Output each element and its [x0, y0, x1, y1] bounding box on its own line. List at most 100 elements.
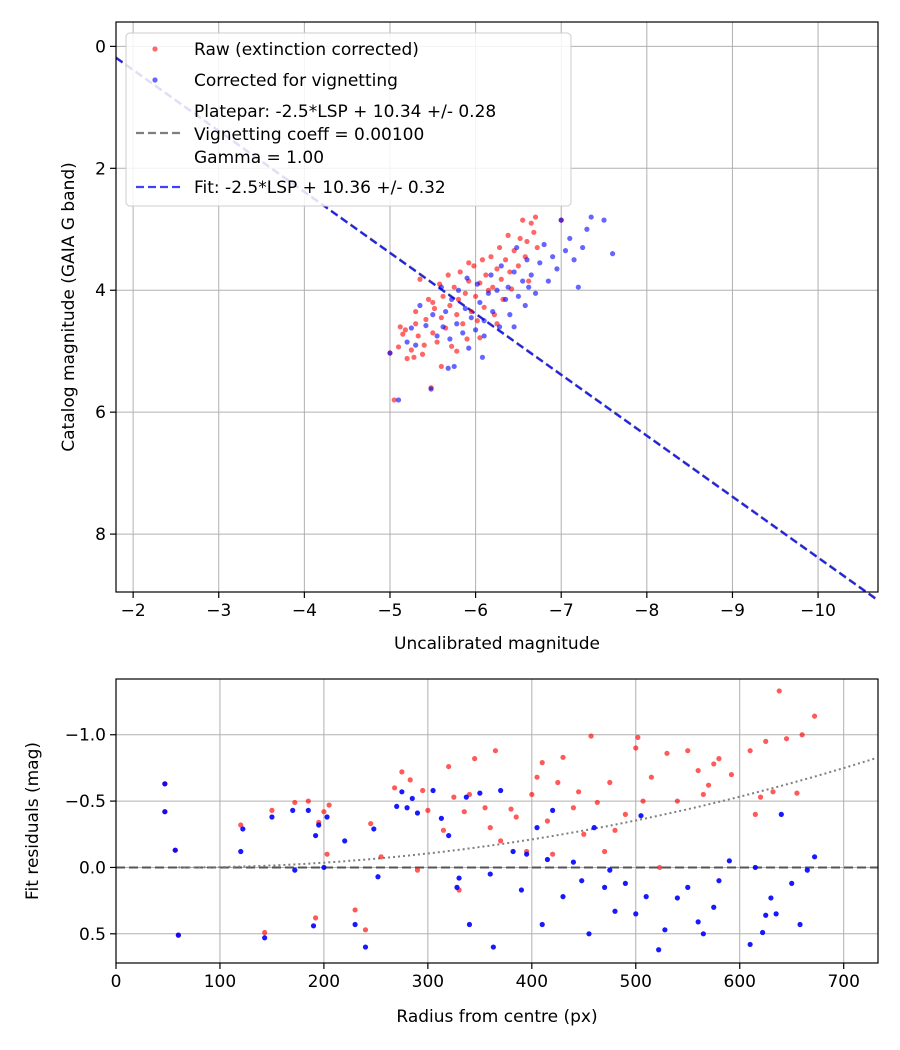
- raw-point: [415, 333, 421, 339]
- corrected-point: [462, 305, 468, 312]
- raw-point: [434, 339, 440, 345]
- corrected-residual-point: [324, 814, 330, 820]
- corrected-residual-point: [172, 847, 178, 853]
- bottom-scatter-points: [162, 688, 818, 953]
- corrected-residual-point: [778, 811, 784, 817]
- corrected-point: [511, 324, 517, 330]
- bottom-ticks: 0 100 200 300 400 500 600 700 0.5 0.0 −0.5 −1.0: [65, 726, 860, 992]
- corrected-residual-point: [612, 908, 618, 914]
- raw-residual-point: [378, 854, 384, 860]
- raw-residual-point: [752, 811, 758, 817]
- raw-residual-point: [674, 798, 680, 804]
- top-scatter-plot: −2 −3 −4 −5 −6 −7 −8 −9 −10 0 2 4 6 8 Uncalibrated ma…: [59, 21, 879, 654]
- corrected-point: [445, 365, 451, 371]
- raw-point: [466, 260, 472, 266]
- x-tick-label: 100: [204, 972, 236, 992]
- raw-point: [455, 296, 462, 302]
- raw-residual-point: [414, 867, 421, 873]
- raw-point: [505, 232, 511, 238]
- corrected-point: [522, 302, 528, 309]
- corrected-point: [584, 226, 590, 232]
- raw-residual-point: [657, 864, 663, 871]
- x-tick-label: −5: [377, 601, 402, 621]
- corrected-residual-point: [591, 825, 597, 831]
- legend-fit-label: Fit: -2.5*LSP + 10.36 +/- 0.32: [194, 178, 446, 198]
- corrected-residual-point: [238, 848, 244, 855]
- corrected-residual-point: [804, 867, 810, 873]
- corrected-point: [477, 299, 483, 306]
- corrected-residual-point: [404, 805, 410, 811]
- x-tick-label: −7: [549, 601, 574, 621]
- raw-residual-point: [622, 811, 628, 817]
- raw-point: [472, 293, 479, 299]
- corrected-residual-point: [685, 884, 691, 890]
- raw-point: [431, 305, 438, 312]
- corrected-point: [537, 260, 543, 266]
- raw-point: [445, 272, 451, 278]
- corrected-residual-point: [240, 826, 246, 832]
- corrected-residual-point: [586, 931, 592, 937]
- corrected-point: [413, 342, 419, 348]
- y-tick-label: 0: [95, 37, 106, 57]
- raw-residual-point: [705, 782, 712, 788]
- corrected-residual-point: [789, 880, 795, 886]
- corrected-residual-point: [466, 921, 473, 928]
- raw-residual-point: [262, 929, 268, 936]
- raw-point: [421, 342, 427, 348]
- raw-residual-point: [238, 822, 244, 828]
- corrected-point: [571, 257, 577, 263]
- raw-residual-point: [269, 807, 275, 813]
- raw-residual-point: [747, 748, 753, 754]
- raw-point: [438, 315, 444, 321]
- corrected-point: [524, 257, 530, 263]
- corrected-residual-point: [430, 787, 436, 794]
- raw-residual-point: [321, 809, 327, 815]
- corrected-residual-point: [316, 822, 322, 828]
- top-x-axis-label: Uncalibrated magnitude: [394, 634, 600, 654]
- corrected-point: [404, 339, 410, 345]
- raw-residual-point: [776, 688, 782, 694]
- raw-point: [408, 347, 414, 353]
- raw-residual-point: [601, 848, 608, 855]
- corrected-residual-point: [726, 858, 732, 864]
- raw-point: [462, 290, 468, 296]
- corrected-point: [472, 327, 479, 333]
- raw-residual-point: [487, 825, 493, 831]
- raw-point: [490, 284, 496, 290]
- raw-point: [496, 244, 503, 251]
- corrected-point: [488, 272, 494, 278]
- corrected-residual-point: [409, 795, 415, 802]
- corrected-point: [580, 244, 586, 251]
- raw-point: [534, 244, 540, 251]
- corrected-residual-point: [747, 941, 753, 948]
- raw-point: [419, 351, 426, 357]
- raw-residual-point: [695, 767, 701, 774]
- corrected-residual-point: [342, 838, 348, 844]
- corrected-residual-point: [490, 944, 496, 950]
- corrected-residual-point: [763, 912, 769, 918]
- corrected-residual-point: [716, 878, 722, 884]
- corrected-point: [520, 278, 526, 284]
- corrected-residual-point: [399, 789, 405, 795]
- top-axes-frame: [115, 21, 879, 593]
- corrected-residual-point: [524, 851, 530, 857]
- x-tick-label: −8: [634, 601, 659, 621]
- raw-residual-point: [640, 798, 646, 804]
- raw-residual-point: [534, 774, 540, 780]
- raw-point: [515, 263, 522, 269]
- corrected-residual-point: [643, 894, 649, 900]
- corrected-residual-point: [262, 935, 268, 941]
- raw-residual-point: [544, 818, 551, 824]
- corrected-residual-point: [550, 807, 556, 813]
- raw-point: [454, 312, 460, 318]
- raw-point: [468, 308, 474, 315]
- y-tick-label: 0.5: [79, 925, 106, 945]
- corrected-residual-point: [362, 944, 369, 950]
- raw-residual-point: [711, 761, 717, 767]
- corrected-point: [455, 287, 462, 293]
- x-tick-label: 700: [827, 972, 859, 992]
- x-tick-label: −6: [463, 601, 488, 621]
- raw-point: [479, 257, 486, 263]
- raw-residual-point: [482, 805, 488, 811]
